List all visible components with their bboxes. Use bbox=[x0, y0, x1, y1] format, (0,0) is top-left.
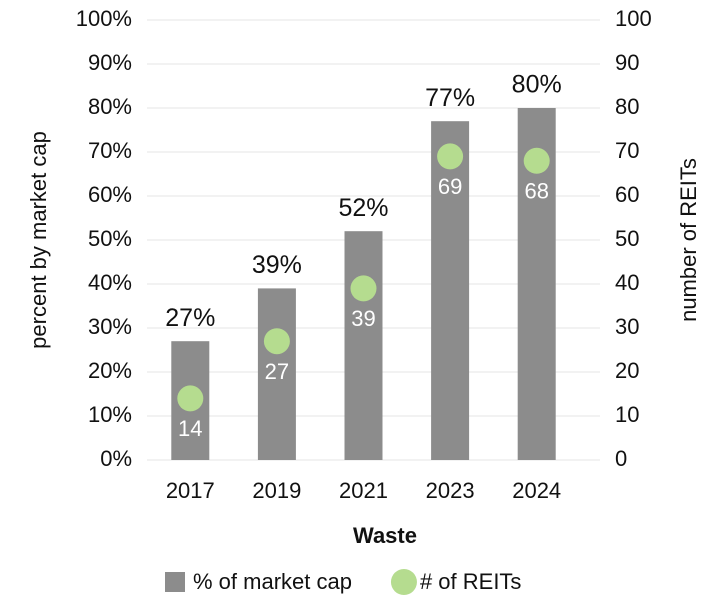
dot-value-label: 69 bbox=[438, 174, 462, 199]
legend-label: % of market cap bbox=[193, 569, 352, 594]
y2-tick-label: 90 bbox=[615, 50, 639, 75]
y2-tick-label: 60 bbox=[615, 182, 639, 207]
dot bbox=[177, 385, 204, 412]
x-tick-label: 2024 bbox=[512, 478, 561, 503]
dot-value-label: 27 bbox=[265, 359, 289, 384]
legend-label: # of REITs bbox=[420, 569, 521, 594]
y2-axis-label: number of REITs bbox=[676, 158, 701, 322]
x-tick-label: 2017 bbox=[166, 478, 215, 503]
y2-tick-label: 10 bbox=[615, 402, 639, 427]
bar-value-label: 80% bbox=[512, 71, 562, 99]
y-tick-label: 30% bbox=[88, 314, 132, 339]
y-tick-label: 10% bbox=[88, 402, 132, 427]
y2-tick-label: 30 bbox=[615, 314, 639, 339]
y-tick-label: 50% bbox=[88, 226, 132, 251]
y-tick-label: 70% bbox=[88, 138, 132, 163]
bar-value-label: 77% bbox=[425, 84, 475, 112]
y2-tick-label: 40 bbox=[615, 270, 639, 295]
y-tick-label: 20% bbox=[88, 358, 132, 383]
y2-tick-label: 70 bbox=[615, 138, 639, 163]
bar bbox=[431, 121, 470, 460]
y2-tick-label: 100 bbox=[615, 6, 652, 31]
legend-swatch bbox=[390, 569, 417, 595]
bar bbox=[344, 231, 383, 460]
y-tick-label: 80% bbox=[88, 94, 132, 119]
x-tick-label: 2019 bbox=[252, 478, 301, 503]
dot-value-label: 14 bbox=[178, 416, 202, 441]
x-tick-label: 2023 bbox=[426, 478, 475, 503]
dot bbox=[263, 328, 290, 355]
dot bbox=[523, 147, 550, 174]
bar-value-label: 27% bbox=[165, 304, 215, 332]
bar-value-label: 52% bbox=[338, 194, 388, 222]
y-tick-label: 90% bbox=[88, 50, 132, 75]
legend-swatch bbox=[165, 572, 185, 592]
x-axis-label: Waste bbox=[353, 523, 417, 548]
y-tick-label: 40% bbox=[88, 270, 132, 295]
y-tick-label: 100% bbox=[76, 6, 132, 31]
y2-tick-label: 50 bbox=[615, 226, 639, 251]
bar-value-label: 39% bbox=[252, 251, 302, 279]
y2-tick-label: 0 bbox=[615, 446, 627, 471]
y2-tick-label: 80 bbox=[615, 94, 639, 119]
y-axis-label: percent by market cap bbox=[26, 131, 51, 349]
dot-value-label: 39 bbox=[351, 306, 375, 331]
dot bbox=[350, 275, 377, 302]
y2-tick-label: 20 bbox=[615, 358, 639, 383]
y-tick-label: 60% bbox=[88, 182, 132, 207]
x-tick-label: 2021 bbox=[339, 478, 388, 503]
bar bbox=[257, 288, 296, 460]
y-tick-label: 0% bbox=[100, 446, 132, 471]
dot-value-label: 68 bbox=[524, 179, 548, 204]
dot bbox=[437, 143, 464, 170]
